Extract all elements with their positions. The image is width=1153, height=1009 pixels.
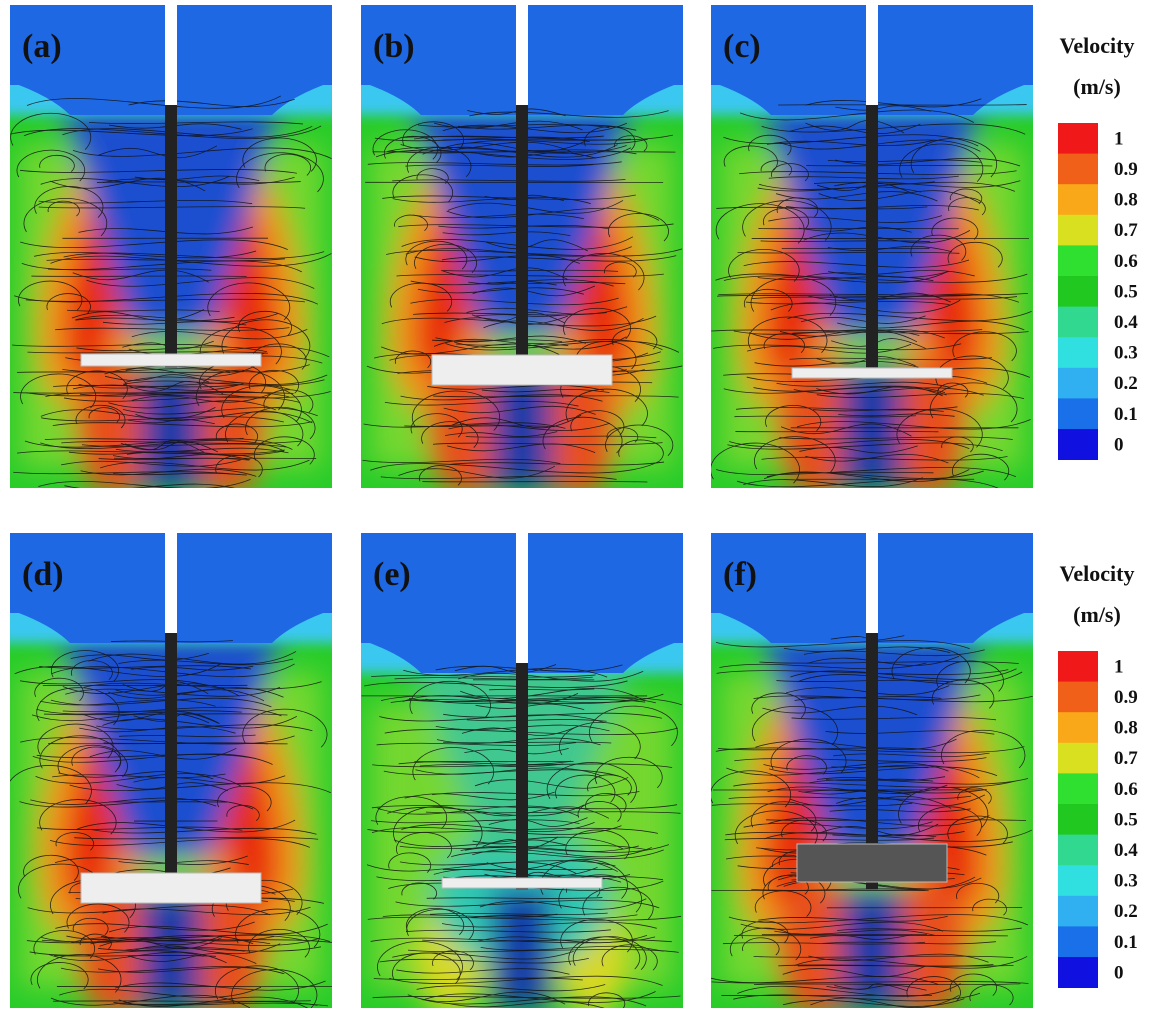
legend-band bbox=[1058, 835, 1098, 866]
page: {"panels": [{"label": "(a)"}, {"label": … bbox=[0, 0, 1153, 1009]
shaft bbox=[165, 633, 177, 889]
legend-band bbox=[1058, 682, 1098, 713]
legend-label: 0.8 bbox=[1114, 718, 1138, 739]
legend-band bbox=[1058, 337, 1098, 368]
legend-label: 0.9 bbox=[1114, 687, 1138, 708]
legend-title: Velocity bbox=[1060, 561, 1135, 586]
panel bbox=[0, 523, 342, 1009]
legend-unit: (m/s) bbox=[1073, 602, 1121, 627]
legend-band bbox=[1058, 398, 1098, 429]
legend-band bbox=[1058, 154, 1098, 185]
shaft-top bbox=[516, 5, 528, 105]
legend-label: 0.3 bbox=[1114, 871, 1138, 892]
legend-label: 1 bbox=[1114, 128, 1124, 149]
panel bbox=[701, 523, 1043, 1009]
legend-label: 0.5 bbox=[1114, 809, 1138, 830]
panel-label: (a) bbox=[22, 28, 62, 65]
panel bbox=[351, 523, 693, 1009]
shaft-top bbox=[165, 533, 177, 633]
shaft-top bbox=[866, 5, 878, 105]
shaft-top bbox=[866, 533, 878, 633]
legend-label: 0.2 bbox=[1114, 901, 1138, 922]
legend-band bbox=[1058, 429, 1098, 460]
legend-label: 0.3 bbox=[1114, 343, 1138, 364]
legend-band bbox=[1058, 712, 1098, 743]
panel-label: (b) bbox=[373, 28, 415, 65]
legend-label: 0.7 bbox=[1114, 748, 1138, 769]
legend-band bbox=[1058, 804, 1098, 835]
legend-label: 0.6 bbox=[1114, 779, 1138, 800]
streamline bbox=[798, 965, 1014, 966]
streamline bbox=[31, 276, 246, 277]
legend-label: 1 bbox=[1114, 656, 1124, 677]
legend-label: 0 bbox=[1114, 962, 1124, 983]
legend-band bbox=[1058, 957, 1098, 988]
legend-label: 0.7 bbox=[1114, 220, 1138, 241]
legend-band bbox=[1058, 651, 1098, 682]
legend-band bbox=[1058, 215, 1098, 246]
legend-label: 0.8 bbox=[1114, 190, 1138, 211]
legend-band bbox=[1058, 184, 1098, 215]
legend-label: 0.5 bbox=[1114, 281, 1138, 302]
shaft bbox=[516, 105, 528, 367]
legend-band bbox=[1058, 926, 1098, 957]
legend-label: 0.2 bbox=[1114, 373, 1138, 394]
legend-title: Velocity bbox=[1060, 33, 1135, 58]
impeller bbox=[797, 844, 947, 882]
shaft bbox=[866, 105, 878, 367]
panel-label: (d) bbox=[22, 556, 64, 593]
legend-band bbox=[1058, 276, 1098, 307]
legend-band bbox=[1058, 743, 1098, 774]
legend-label: 0.4 bbox=[1114, 840, 1138, 861]
legend-label: 0.9 bbox=[1114, 159, 1138, 180]
shaft bbox=[516, 663, 528, 889]
shaft-top bbox=[165, 5, 177, 105]
shaft bbox=[165, 105, 177, 367]
legend-band bbox=[1058, 368, 1098, 399]
legend-label: 0.1 bbox=[1114, 932, 1138, 953]
impeller bbox=[81, 354, 261, 366]
streamline bbox=[734, 935, 1008, 936]
shaft-top bbox=[516, 533, 528, 663]
bottom-core bbox=[492, 889, 552, 1008]
legend-band bbox=[1058, 307, 1098, 338]
legend-label: 0.6 bbox=[1114, 251, 1138, 272]
legend-band bbox=[1058, 896, 1098, 927]
impeller bbox=[81, 873, 261, 903]
bottom-core bbox=[842, 889, 902, 1008]
impeller bbox=[792, 368, 952, 378]
panel-label: (c) bbox=[723, 28, 761, 65]
legend-label: 0.4 bbox=[1114, 312, 1138, 333]
impeller bbox=[442, 878, 602, 888]
figure: (a) (b) (c) (d) (e) (f) Velocity (m/s) 1 0.9 0.8 0.… bbox=[0, 0, 1153, 1009]
panel bbox=[0, 0, 342, 498]
legend-band bbox=[1058, 773, 1098, 804]
legend-band bbox=[1058, 865, 1098, 896]
legend-label: 0.1 bbox=[1114, 404, 1138, 425]
panel-label: (e) bbox=[373, 556, 411, 593]
panel bbox=[351, 0, 693, 498]
streamline bbox=[53, 1001, 311, 1002]
legend-label: 0 bbox=[1114, 434, 1124, 455]
panel bbox=[701, 0, 1043, 498]
panel-label: (f) bbox=[723, 556, 757, 593]
streamline bbox=[422, 481, 647, 482]
legend-band bbox=[1058, 123, 1098, 154]
legend-unit: (m/s) bbox=[1073, 74, 1121, 99]
legend-band bbox=[1058, 245, 1098, 276]
impeller bbox=[432, 355, 612, 385]
streamline bbox=[778, 105, 1026, 106]
